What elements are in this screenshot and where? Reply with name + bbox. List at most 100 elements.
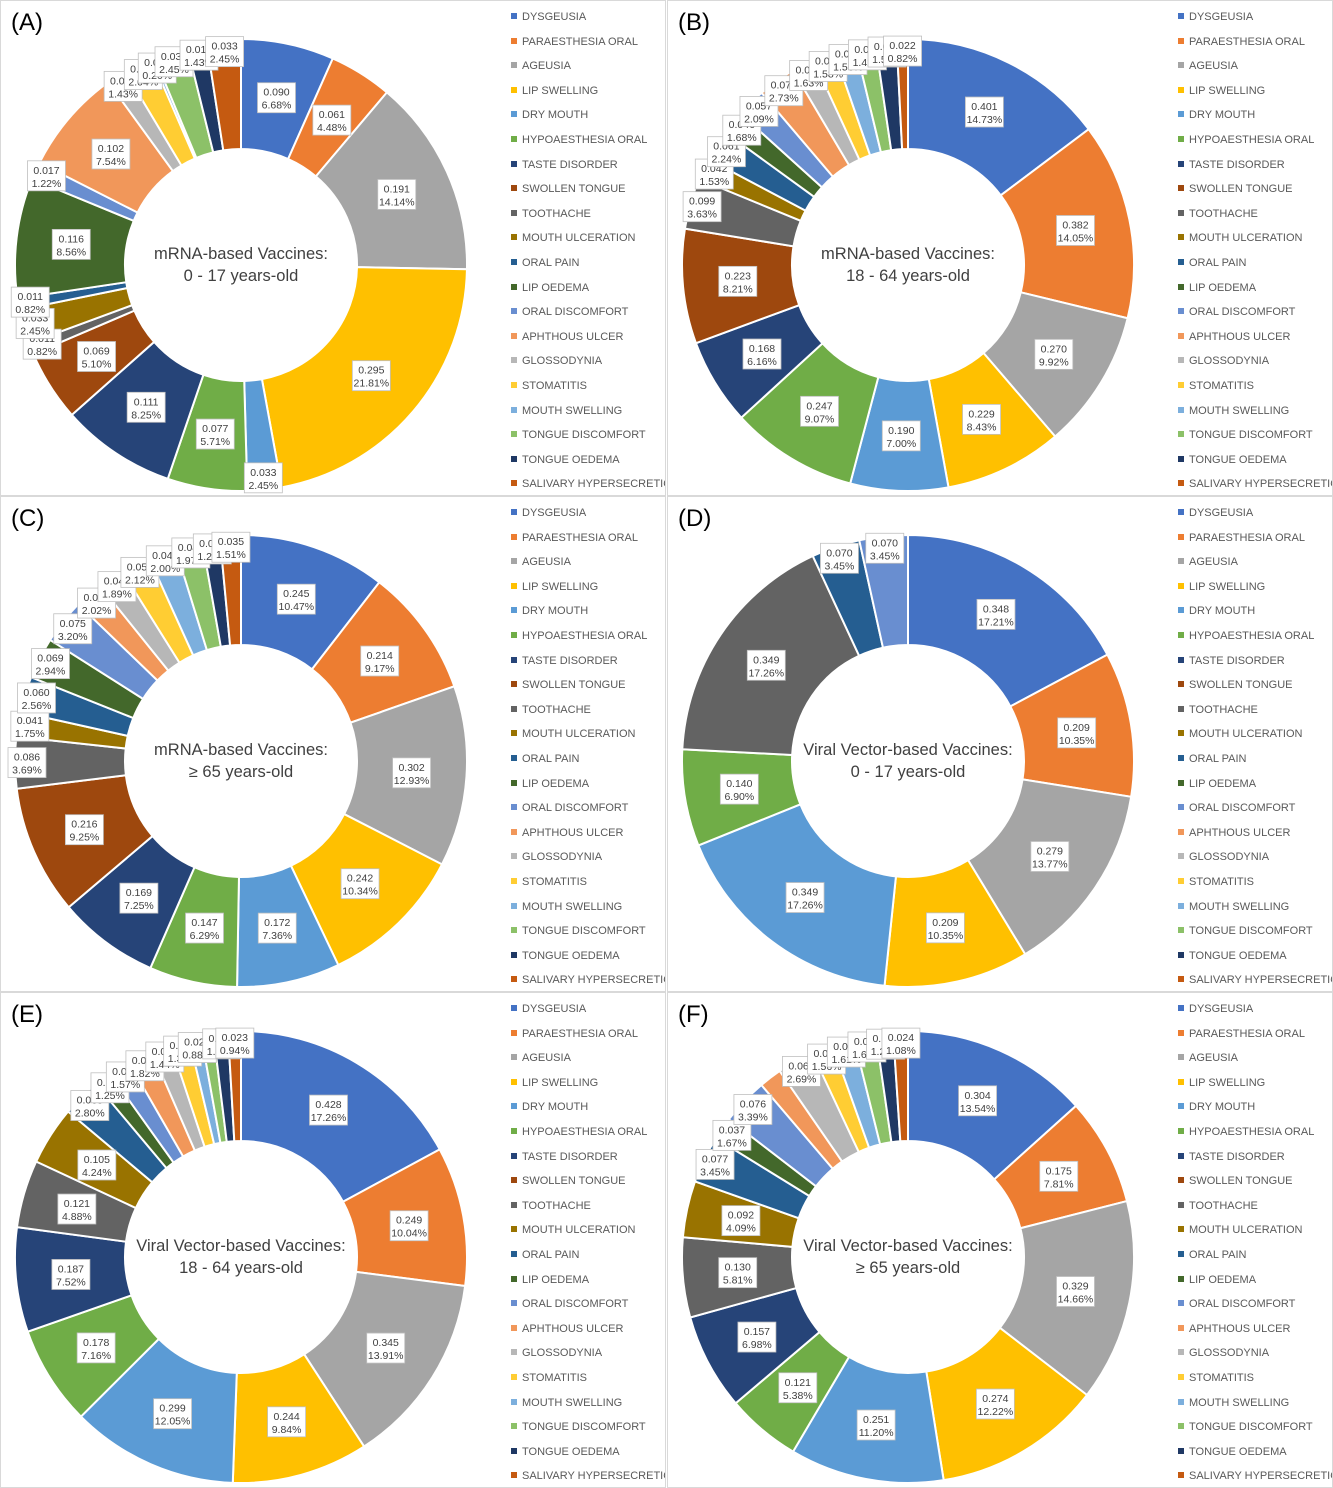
legend-swatch [511, 730, 517, 737]
legend-swatch [1178, 111, 1184, 118]
legend-item: APHTHOUS ULCER [511, 823, 665, 848]
slice-percent-label: 1.89% [102, 589, 132, 601]
legend-swatch [511, 607, 517, 614]
data-label-box [718, 265, 758, 297]
legend-swatch [1178, 607, 1184, 614]
legend-item: TONGUE DISCOMFORT [511, 425, 665, 450]
legend-item: TONGUE DISCOMFORT [511, 1417, 665, 1442]
legend-swatch [511, 1374, 517, 1380]
legend-swatch [511, 406, 517, 413]
legend-item: DYSGEUSIA [1178, 7, 1332, 32]
legend-item: MOUTH SWELLING [511, 1393, 665, 1418]
legend-item: STOMATITIS [1178, 872, 1332, 897]
slice-percent-label: 1.68% [727, 132, 757, 144]
legend-item: LIP OEDEMA [1178, 278, 1332, 303]
slice-value-label: 0.023 [222, 1032, 248, 1044]
slice-value-label: 0.116 [58, 233, 84, 245]
legend-item: ORAL PAIN [511, 749, 665, 774]
slice-percent-label: 0.82% [27, 346, 57, 358]
legend-swatch [511, 111, 517, 118]
legend-item: ORAL PAIN [1178, 749, 1332, 774]
legend-label: SWOLLEN TONGUE [1189, 679, 1293, 692]
legend-label: TONGUE DISCOMFORT [522, 925, 646, 938]
legend-item: STOMATITIS [511, 1368, 665, 1393]
legend-swatch [511, 951, 517, 958]
legend-swatch [1178, 558, 1184, 565]
legend-label: HYPOAESTHESIA ORAL [1189, 133, 1315, 146]
data-label-box [377, 179, 417, 210]
legend-label: TASTE DISORDER [1189, 654, 1285, 667]
slice-percent-label: 6.98% [742, 1339, 772, 1351]
slice-percent-label: 1.22% [32, 178, 62, 190]
legend-label: STOMATITIS [1189, 379, 1254, 392]
legend-swatch [511, 1078, 517, 1085]
legend-item: DYSGEUSIA [511, 999, 665, 1024]
panel-letter: (C) [11, 505, 45, 532]
data-label-box [366, 1332, 406, 1364]
slice-value-label: 0.077 [702, 1153, 728, 1165]
legend-label: MOUTH ULCERATION [1189, 1224, 1303, 1237]
slice-percent-label: 17.26% [748, 667, 784, 679]
data-label-box [392, 757, 431, 789]
slice-percent-label: 9.17% [365, 663, 395, 675]
slice-percent-label: 7.81% [1044, 1178, 1074, 1190]
panel-letter: (F) [678, 1001, 709, 1028]
slice-percent-label: 13.77% [1032, 858, 1068, 870]
slice-percent-label: 2.45% [20, 325, 50, 337]
legend-swatch [511, 382, 517, 388]
legend-swatch [511, 1398, 517, 1405]
legend-label: GLOSSODYNIA [1189, 355, 1270, 368]
slice-percent-label: 7.16% [81, 1350, 111, 1362]
slice-percent-label: 9.07% [805, 413, 835, 425]
legend-item: GLOSSODYNIA [1178, 351, 1332, 376]
chart-legend: DYSGEUSIA PARAESTHESIA ORAL AGEUSIA LIP SWE… [511, 503, 665, 991]
legend-swatch [1178, 509, 1184, 516]
slice-percent-label: 10.04% [391, 1228, 427, 1240]
slice-percent-label: 17.21% [978, 616, 1014, 628]
legend-label: PARAESTHESIA ORAL [522, 531, 638, 544]
slice-percent-label: 10.35% [928, 930, 964, 942]
legend-swatch [511, 632, 517, 639]
data-label-box [926, 912, 965, 944]
data-label-box [360, 645, 400, 677]
data-label-box [76, 1332, 116, 1364]
legend-swatch [511, 902, 517, 909]
chart-legend: DYSGEUSIA PARAESTHESIA ORAL AGEUSIA LIP SWE… [1178, 503, 1332, 991]
legend-item: SALIVARY HYPERSECRETION [511, 474, 665, 495]
legend-item: AGEUSIA [1178, 1048, 1332, 1073]
slice-percent-label: 3.45% [870, 550, 900, 562]
legend-item: TASTE DISORDER [511, 1147, 665, 1172]
data-label-box [10, 710, 50, 742]
legend-swatch [1178, 804, 1184, 811]
slice-value-label: 0.157 [744, 1326, 770, 1338]
legend-item: LIP SWELLING [1178, 577, 1332, 602]
data-label-box [257, 82, 296, 114]
slice-percent-label: 8.21% [723, 283, 753, 295]
legend-item: AGEUSIA [511, 56, 665, 81]
panel-letter: (B) [678, 9, 710, 36]
slice-value-label: 0.178 [83, 1337, 109, 1349]
legend-label: AGEUSIA [1189, 556, 1238, 569]
slice-percent-label: 10.34% [342, 886, 378, 898]
slice-value-label: 0.214 [367, 650, 393, 662]
center-subtitle: ≥ 65 years-old [189, 763, 293, 781]
legend-item: DYSGEUSIA [1178, 503, 1332, 528]
chart-legend: DYSGEUSIA PARAESTHESIA ORAL AGEUSIA LIP SWE… [511, 7, 665, 495]
slice-value-label: 0.270 [1041, 343, 1067, 355]
legend-item: ORAL DISCOMFORT [1178, 302, 1332, 327]
legend-swatch [1178, 582, 1184, 589]
legend-label: TONGUE DISCOMFORT [1189, 429, 1313, 442]
slice-value-label: 0.274 [982, 1393, 1008, 1405]
slice-percent-label: 1.43% [108, 88, 138, 100]
legend-swatch [511, 1275, 517, 1282]
legend-item: SALIVARY HYPERSECRETION [511, 970, 665, 991]
data-label-box [883, 35, 922, 67]
data-label-box [340, 868, 380, 900]
slice-percent-label: 3.20% [58, 631, 88, 643]
